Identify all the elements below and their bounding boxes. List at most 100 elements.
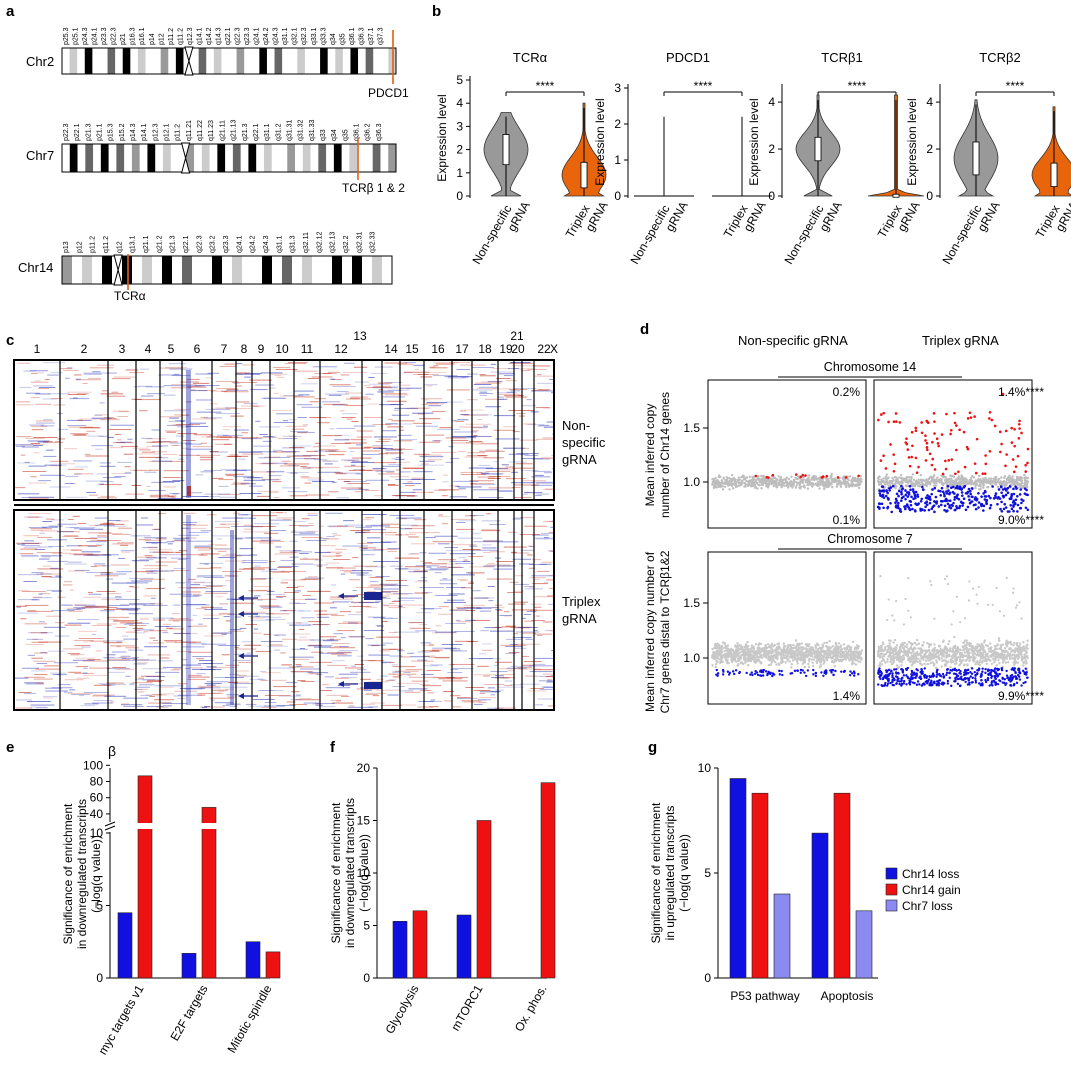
- band: [132, 256, 143, 284]
- loss-point: [1000, 491, 1003, 494]
- heat-stroke: [403, 672, 411, 673]
- heat-stroke: [111, 473, 126, 474]
- heat-stroke: [358, 532, 378, 534]
- heat-stroke: [545, 676, 553, 678]
- heat-stroke: [268, 475, 282, 477]
- scatter-point: [911, 473, 915, 476]
- heat-stroke: [160, 416, 182, 418]
- heat-stroke: [449, 496, 468, 498]
- heat-stroke: [486, 578, 513, 580]
- heatmap-chr-label: 17: [455, 342, 469, 356]
- heat-stroke: [273, 497, 280, 499]
- heat-stroke: [144, 537, 167, 539]
- heat-stroke: [412, 422, 432, 424]
- heat-stroke: [391, 420, 415, 422]
- band: [162, 256, 173, 284]
- heat-stroke: [252, 699, 275, 700]
- significance-stars: ****: [536, 79, 555, 93]
- heat-stroke: [17, 493, 40, 495]
- heat-stroke: [248, 590, 267, 592]
- band: [202, 256, 213, 284]
- heat-stroke: [309, 673, 319, 675]
- loss-point: [877, 502, 881, 505]
- heat-stroke: [420, 690, 432, 691]
- violin-box: [972, 141, 980, 176]
- band: [372, 256, 383, 284]
- gain-point: [844, 476, 848, 479]
- heat-stroke: [507, 531, 517, 533]
- band: [221, 48, 230, 74]
- heat-stroke: [389, 514, 415, 516]
- loss-point: [900, 492, 903, 496]
- heat-stroke: [384, 382, 403, 383]
- heat-stroke: [476, 472, 488, 474]
- heat-stroke: [164, 410, 187, 412]
- heat-stroke: [384, 394, 409, 396]
- heat-stroke: [483, 565, 496, 567]
- heat-stroke: [547, 705, 553, 707]
- scatter-point: [910, 475, 913, 479]
- heat-stroke: [36, 420, 54, 422]
- heat-stroke: [139, 449, 151, 451]
- heat-stroke: [240, 611, 266, 613]
- heat-stroke: [402, 467, 425, 469]
- heat-stroke: [209, 451, 219, 452]
- heat-stroke: [257, 678, 264, 680]
- heat-stroke: [543, 521, 553, 523]
- heat-stroke: [233, 429, 249, 431]
- heat-stroke: [204, 563, 209, 565]
- heat-stroke: [170, 669, 180, 671]
- scatter-point: [730, 658, 733, 662]
- heat-stroke: [110, 564, 130, 566]
- heat-stroke: [437, 428, 461, 430]
- heat-stroke: [531, 620, 545, 621]
- band: [85, 144, 94, 172]
- scatter-point: [717, 475, 721, 479]
- heat-stroke: [170, 618, 189, 620]
- heat-stroke: [395, 670, 419, 672]
- heat-stroke: [186, 378, 200, 380]
- heat-stroke: [342, 545, 369, 547]
- heat-stroke: [103, 522, 115, 524]
- heat-stroke: [120, 445, 139, 447]
- heat-stroke: [440, 565, 447, 567]
- heat-stroke: [245, 537, 272, 539]
- heat-stroke: [23, 693, 37, 694]
- heat-stroke: [523, 423, 537, 425]
- heat-stroke: [552, 433, 553, 435]
- heat-stroke: [511, 609, 538, 611]
- heat-stroke: [69, 398, 90, 400]
- gain-point: [917, 465, 920, 469]
- loss-point: [1010, 507, 1014, 511]
- scatter-point: [798, 486, 801, 489]
- heat-stroke: [22, 471, 47, 472]
- heat-stroke: [411, 543, 436, 545]
- heat-stroke: [51, 464, 67, 466]
- scatter-point: [992, 477, 995, 480]
- band: [274, 48, 283, 74]
- heatmap-chr-label: 13: [353, 329, 367, 343]
- heat-stroke: [210, 567, 222, 569]
- heat-stroke: [451, 436, 477, 437]
- scatter-point: [946, 481, 950, 484]
- band: [122, 256, 133, 284]
- heat-stroke: [95, 650, 102, 652]
- heat-stroke: [180, 415, 190, 416]
- heat-stroke: [360, 660, 376, 661]
- heat-stroke: [172, 424, 194, 426]
- heat-stroke: [465, 572, 472, 574]
- gain-point: [1026, 461, 1029, 465]
- scatter-point: [850, 483, 853, 486]
- heat-stroke: [457, 608, 482, 609]
- heat-stroke: [127, 438, 133, 440]
- heat-stroke: [132, 627, 144, 629]
- heat-stroke: [457, 419, 469, 421]
- heat-stroke: [250, 619, 275, 621]
- heat-stroke: [382, 430, 397, 432]
- heat-stroke: [294, 455, 317, 457]
- band-label: q23.2: [210, 235, 217, 253]
- gain-point: [988, 417, 991, 420]
- heat-stroke: [361, 529, 387, 531]
- heat-stroke: [104, 695, 127, 697]
- heat-stroke: [82, 383, 88, 384]
